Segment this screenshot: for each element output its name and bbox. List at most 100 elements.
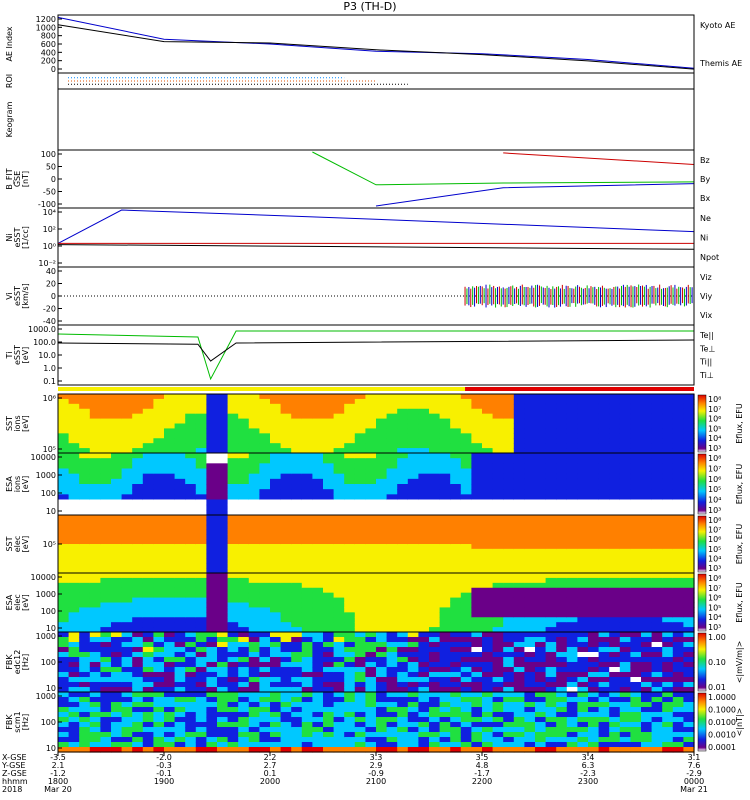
legend-entry: Npot xyxy=(700,253,719,262)
panel-keogram: Keogram xyxy=(5,88,695,151)
colorbar-tick-label: 1.0000 xyxy=(708,693,736,702)
colorbar-tick-label: 10³ xyxy=(708,444,721,453)
x-axis-value: 2.9 xyxy=(370,761,383,770)
x-axis-value: -2.0 xyxy=(156,753,172,762)
y-tick-label: 800 xyxy=(41,32,56,41)
mode-bar-fast xyxy=(465,387,694,391)
y-tick-label: 10000 xyxy=(31,453,56,462)
colorbar-tick-label: 10⁸ xyxy=(708,574,721,583)
y-axis-label: ions xyxy=(13,415,22,431)
y-tick-label: 10² xyxy=(43,225,56,234)
panel-fbk_b: 1000 100 10 FBK scm1 [Hz] 1.0000 0.1000 0.0100 0.… xyxy=(5,691,744,753)
x-axis-value: -1.7 xyxy=(474,769,490,778)
y-tick-label: 10⁻² xyxy=(38,259,56,268)
plot-title: P3 (TH-D) xyxy=(343,0,396,13)
x-axis-value: -0.1 xyxy=(156,769,172,778)
y-tick-label: 0 xyxy=(51,65,56,74)
x-axis-value: 4.8 xyxy=(476,761,489,770)
colorbar xyxy=(697,453,707,515)
x-axis-table: X-GSEY-GSEZ-GSEhhmm2018-3.52.1-1.21800Ma… xyxy=(1,752,708,794)
y-tick-label: 1000 xyxy=(36,590,56,599)
y-tick-label: 100 xyxy=(41,658,56,667)
panel-esa_e: 10000 1000 100 10 ESA elec [eV] 10⁸10⁷10⁶10⁵10⁴… xyxy=(5,572,744,633)
panel-temp: 1000.0 100.0 10.0 1.0 0.1 Ti eSST [eV] Te|| Te⊥ Ti… xyxy=(5,324,715,386)
colorbar-tick-label: 10⁴ xyxy=(708,434,721,443)
y-tick-label: 10000 xyxy=(31,573,56,582)
y-tick-label: 400 xyxy=(41,48,56,57)
legend-entry: Bx xyxy=(700,194,710,203)
x-axis-value: 3.3 xyxy=(370,753,383,762)
colorbar-tick-label: 10³ xyxy=(708,506,721,515)
y-axis-label: [eV] xyxy=(21,347,30,364)
legend-entry: Ti|| xyxy=(699,358,712,367)
x-axis-value: 2100 xyxy=(366,777,386,786)
colorbar-tick-label: 10⁸ xyxy=(708,516,721,525)
y-axis-label: [km/s] xyxy=(21,283,30,309)
y-axis-label: elec xyxy=(13,594,22,610)
y-axis-label: ROI xyxy=(5,74,14,88)
y-tick-label: -20 xyxy=(43,305,56,314)
x-axis-row-label: X-GSE xyxy=(2,753,27,762)
legend-entry: Te|| xyxy=(699,331,714,340)
y-tick-label: 20 xyxy=(46,280,56,289)
y-tick-label: 10 xyxy=(46,624,56,633)
colorbar-tick-label: 1.00 xyxy=(708,633,726,642)
colorbar-tick-label: 10⁵ xyxy=(708,603,721,612)
y-tick-label: 1200 xyxy=(36,15,56,24)
y-tick-label: 10⁵ xyxy=(43,445,56,454)
y-axis-label: [Hz] xyxy=(21,714,30,730)
y-tick-label: 100 xyxy=(41,607,56,616)
colorbar-tick-label: 10³ xyxy=(708,623,721,632)
x-axis-value: -3.5 xyxy=(50,753,66,762)
colorbar-tick-label: 0.1000 xyxy=(708,706,736,715)
colorbar-tick-label: 10⁴ xyxy=(708,613,721,622)
y-tick-label: 1000 xyxy=(36,692,56,701)
y-tick-label: 1000 xyxy=(36,632,56,641)
y-axis-label: eSST xyxy=(13,286,22,306)
mode-bar-slow xyxy=(58,387,466,391)
y-axis-label: [1/cc] xyxy=(21,226,30,249)
colorbar-tick-label: 10⁶ xyxy=(708,594,721,603)
y-tick-label: -100 xyxy=(38,200,56,209)
y-tick-label: 10 xyxy=(46,744,56,753)
y-tick-label: 0 xyxy=(51,175,56,184)
panel-roi: ROI xyxy=(5,72,695,90)
y-tick-label: -50 xyxy=(43,188,56,197)
y-axis-label: [eV] xyxy=(21,536,30,553)
x-axis-value: 6.3 xyxy=(582,761,595,770)
x-axis-value: 1800 xyxy=(48,777,68,786)
y-axis-label: elec xyxy=(13,536,22,552)
y-axis-label: Ti xyxy=(5,352,14,360)
y-axis-label: edc12 xyxy=(13,650,22,675)
legend-entry: Ti⊥ xyxy=(699,371,714,380)
legend-entry: Ni xyxy=(700,234,708,243)
x-axis-value: -2.3 xyxy=(580,769,596,778)
colorbar-label: Eflux, EFU xyxy=(735,524,744,565)
x-axis-value: 2.2 xyxy=(264,753,277,762)
y-tick-label: 100 xyxy=(41,718,56,727)
colorbar-label: Eflux, EFU xyxy=(735,582,744,623)
y-tick-label: 100 xyxy=(41,150,56,159)
x-axis-value: -0.9 xyxy=(368,769,384,778)
colorbar-tick-label: 10⁷ xyxy=(708,405,721,414)
x-axis-value: 2300 xyxy=(578,777,598,786)
x-axis-value: 2.7 xyxy=(264,761,277,770)
y-axis-label: Keogram xyxy=(5,101,14,137)
x-axis-row-label: hhmm xyxy=(2,777,28,786)
colorbar-tick-label: 10⁷ xyxy=(708,526,721,535)
x-axis-value: -0.3 xyxy=(156,761,172,770)
colorbar-tick-label: 0.01 xyxy=(708,683,726,692)
x-axis-row-label: 2018 xyxy=(2,785,22,794)
y-axis-label: [eV] xyxy=(21,476,30,493)
colorbar xyxy=(697,515,707,573)
y-tick-label: 1000 xyxy=(36,471,56,480)
y-axis-label: FBK xyxy=(5,654,14,670)
legend-entry: Viz xyxy=(700,273,712,282)
y-tick-label: 100 xyxy=(41,489,56,498)
